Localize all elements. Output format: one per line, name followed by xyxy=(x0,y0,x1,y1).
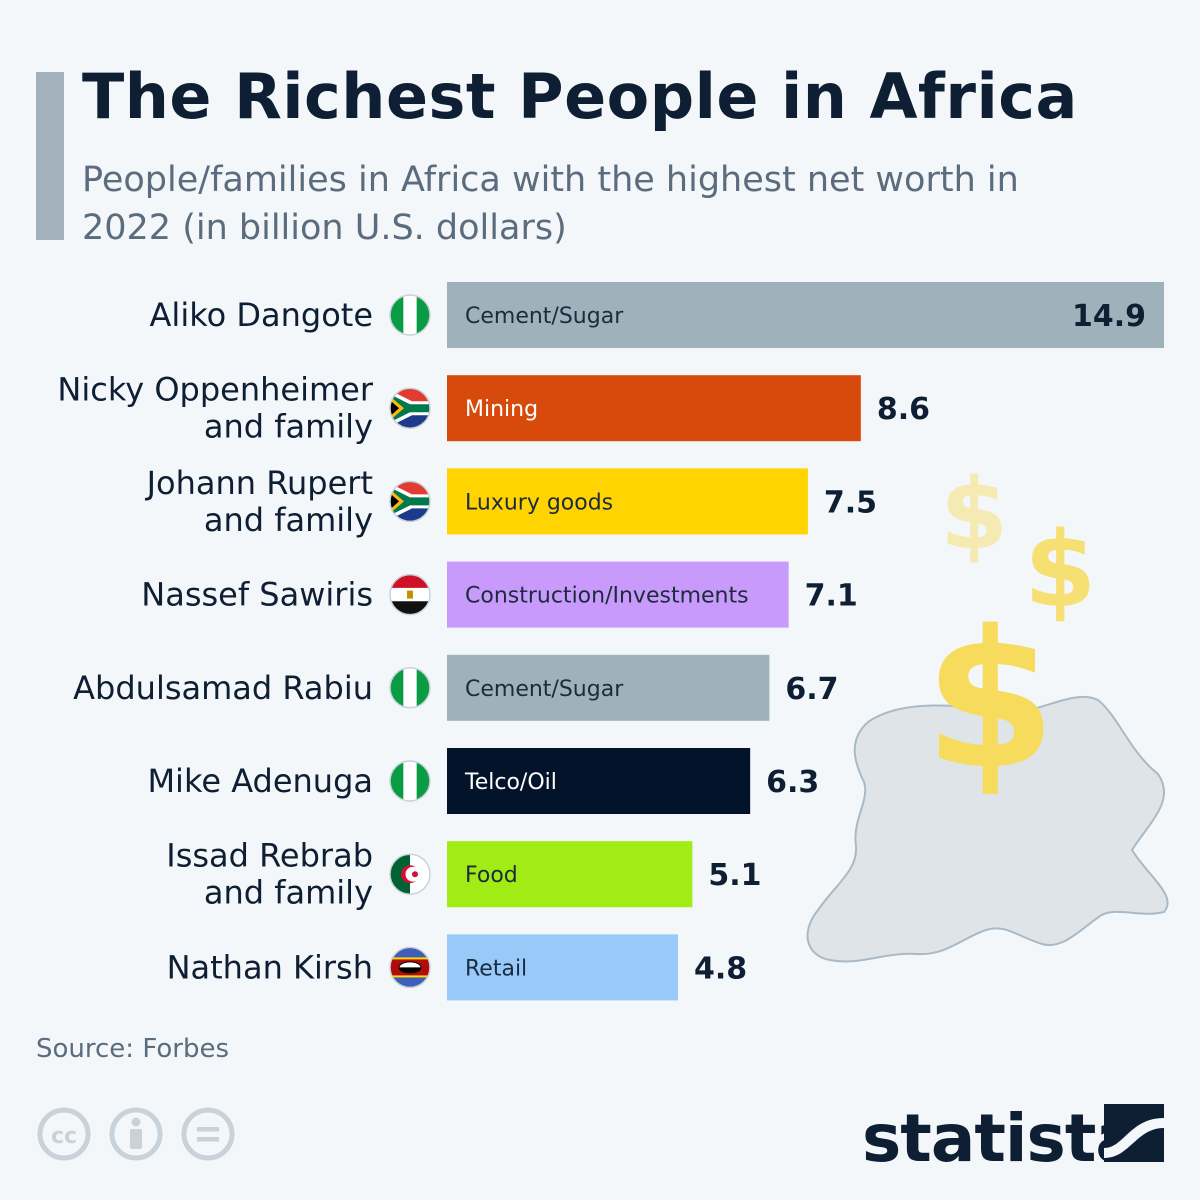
industry-label: Food xyxy=(465,863,518,888)
person-name-line: Nassef Sawiris xyxy=(141,576,373,614)
value-label: 7.5 xyxy=(824,485,877,520)
industry-label: Construction/Investments xyxy=(465,584,749,609)
algeria-flag-icon xyxy=(389,853,431,895)
bar xyxy=(447,468,808,535)
eswatini-flag-icon xyxy=(389,946,431,989)
person-name-label: Abdulsamad Rabiu xyxy=(73,669,373,707)
bar xyxy=(447,748,751,814)
page-subtitle: People/families in Africa with the highe… xyxy=(82,160,1019,248)
statista-logo-icon xyxy=(1104,1104,1164,1162)
industry-label: Cement/Sugar xyxy=(465,304,624,329)
dollar-sign-icon: $ xyxy=(924,590,1056,811)
title-accent-bar xyxy=(36,72,64,240)
value-label: 5.1 xyxy=(708,858,761,893)
bar xyxy=(447,654,770,721)
bar xyxy=(447,561,789,628)
nigeria-flag-icon xyxy=(389,667,431,709)
person-name-label: Nicky Oppenheimer and family xyxy=(57,371,373,446)
person-name-label: Nassef Sawiris xyxy=(141,576,373,614)
bars-group: Aliko Dangote Cement/Sugar 14.9 Nicky Oppen… xyxy=(57,282,1164,1001)
person-name-line: Aliko Dangote xyxy=(150,296,373,334)
person-name-label: Issad Rebrab and family xyxy=(166,837,373,912)
nigeria-flag-icon xyxy=(389,294,431,336)
value-label: 6.7 xyxy=(785,672,838,707)
page-title: The Richest People in Africa xyxy=(82,60,1078,133)
bar-row: Abdulsamad Rabiu Cement/Sugar 6.7 xyxy=(73,654,839,721)
bar-row: Aliko Dangote Cement/Sugar 14.9 xyxy=(150,282,1164,348)
bar-row: Nicky Oppenheimer and family Mining 8.6 xyxy=(57,371,930,446)
value-label: 4.8 xyxy=(694,951,747,986)
south-africa-flag-icon xyxy=(389,480,431,523)
svg-text:cc: cc xyxy=(51,1124,77,1149)
person-name-label: Aliko Dangote xyxy=(150,296,373,334)
value-label: 6.3 xyxy=(766,765,819,800)
person-name-label: Mike Adenuga xyxy=(147,762,373,800)
dollar-sign-icon: $ xyxy=(1024,509,1096,631)
africa-map-with-dollar-signs-icon: $ $ $ xyxy=(806,458,1169,963)
person-name-line: Nathan Kirsh xyxy=(167,948,373,986)
license-icons: cc xyxy=(37,1107,235,1161)
value-label: 14.9 xyxy=(1072,299,1146,334)
source-note: Source: Forbes xyxy=(36,1034,229,1064)
bar xyxy=(447,375,861,442)
bar xyxy=(447,282,1164,348)
industry-label: Telco/Oil xyxy=(464,770,557,795)
bar xyxy=(447,841,693,908)
person-name-line: and family xyxy=(204,874,373,912)
no-derivatives-icon[interactable] xyxy=(181,1107,235,1161)
bar xyxy=(447,934,678,1001)
bar-row: Nathan Kirsh Retail 4.8 xyxy=(167,934,747,1001)
person-name-line: Abdulsamad Rabiu xyxy=(73,669,373,707)
bar-row: Issad Rebrab and family Food 5.1 xyxy=(166,837,761,912)
person-name-line: Mike Adenuga xyxy=(147,762,373,800)
cc-icon[interactable]: cc xyxy=(37,1107,91,1161)
value-label: 7.1 xyxy=(805,579,858,614)
person-name-line: Issad Rebrab xyxy=(166,837,373,875)
industry-label: Cement/Sugar xyxy=(465,677,624,702)
attribution-icon[interactable] xyxy=(109,1107,163,1161)
person-name-line: and family xyxy=(204,501,373,539)
person-name-label: Johann Rupert and family xyxy=(145,464,373,539)
africa-map-icon xyxy=(806,695,1169,963)
person-name-line: Johann Rupert xyxy=(145,464,373,502)
industry-label: Luxury goods xyxy=(465,490,613,515)
industry-label: Mining xyxy=(465,397,538,422)
person-name-line: Nicky Oppenheimer xyxy=(57,371,373,409)
bar-row: Nassef Sawiris Construction/Investments 7.… xyxy=(141,561,858,628)
person-name-line: and family xyxy=(204,408,373,446)
egypt-flag-icon xyxy=(389,573,431,616)
statista-logo-text[interactable]: statista xyxy=(862,1100,1140,1177)
industry-label: Retail xyxy=(465,956,527,981)
dollar-sign-icon: $ xyxy=(940,458,1008,572)
nigeria-flag-icon xyxy=(389,760,431,802)
south-africa-flag-icon xyxy=(389,387,431,429)
value-label: 8.6 xyxy=(877,392,930,427)
person-name-label: Nathan Kirsh xyxy=(167,948,373,986)
bar-row: Mike Adenuga Telco/Oil 6.3 xyxy=(147,748,819,814)
bar-row: Johann Rupert and family Luxury goods 7.5 xyxy=(145,464,877,539)
